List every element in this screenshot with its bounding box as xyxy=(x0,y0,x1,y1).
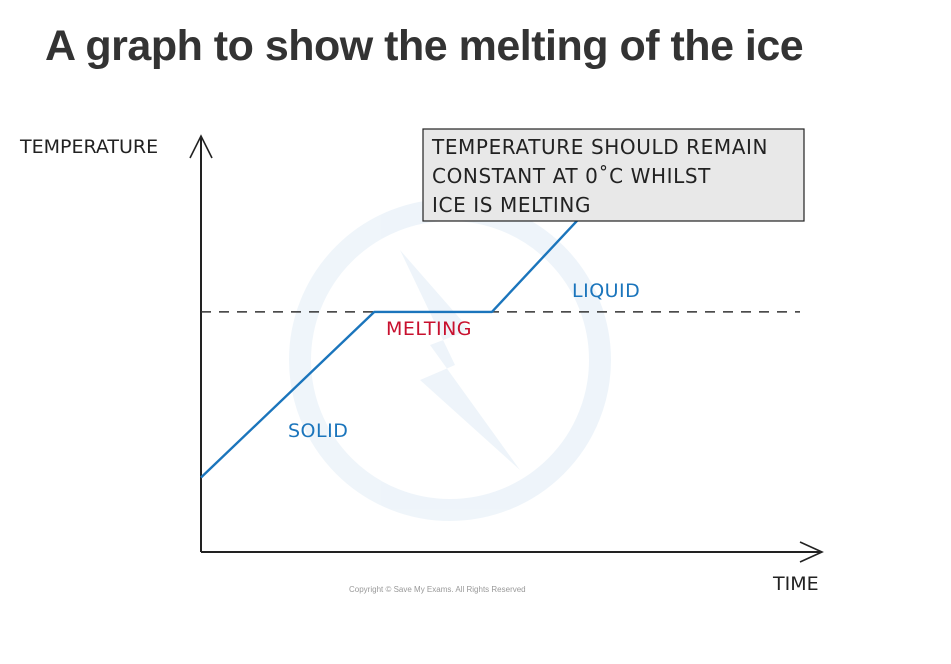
copyright-text: Copyright © Save My Exams. All Rights Re… xyxy=(349,585,526,594)
x-axis-label: TIME xyxy=(772,573,819,595)
y-axis-arrow-icon xyxy=(189,134,213,159)
label-liquid: LIQUID xyxy=(572,280,640,302)
y-axis-label: TEMPERATURE xyxy=(19,136,158,158)
page-title: A graph to show the melting of the ice xyxy=(45,22,804,70)
note-box: TEMPERATURE SHOULD REMAIN CONSTANT AT 0˚… xyxy=(422,128,805,222)
label-solid: SOLID xyxy=(288,420,348,442)
series-line xyxy=(200,178,617,479)
note-line-1: TEMPERATURE SHOULD REMAIN xyxy=(431,135,768,159)
x-axis-arrow-icon xyxy=(799,541,824,563)
note-line-3: ICE IS MELTING xyxy=(432,193,591,217)
note-line-2: CONSTANT AT 0˚C WHILST xyxy=(432,164,711,188)
watermark-logo xyxy=(289,199,611,521)
label-melting: MELTING xyxy=(386,318,472,340)
